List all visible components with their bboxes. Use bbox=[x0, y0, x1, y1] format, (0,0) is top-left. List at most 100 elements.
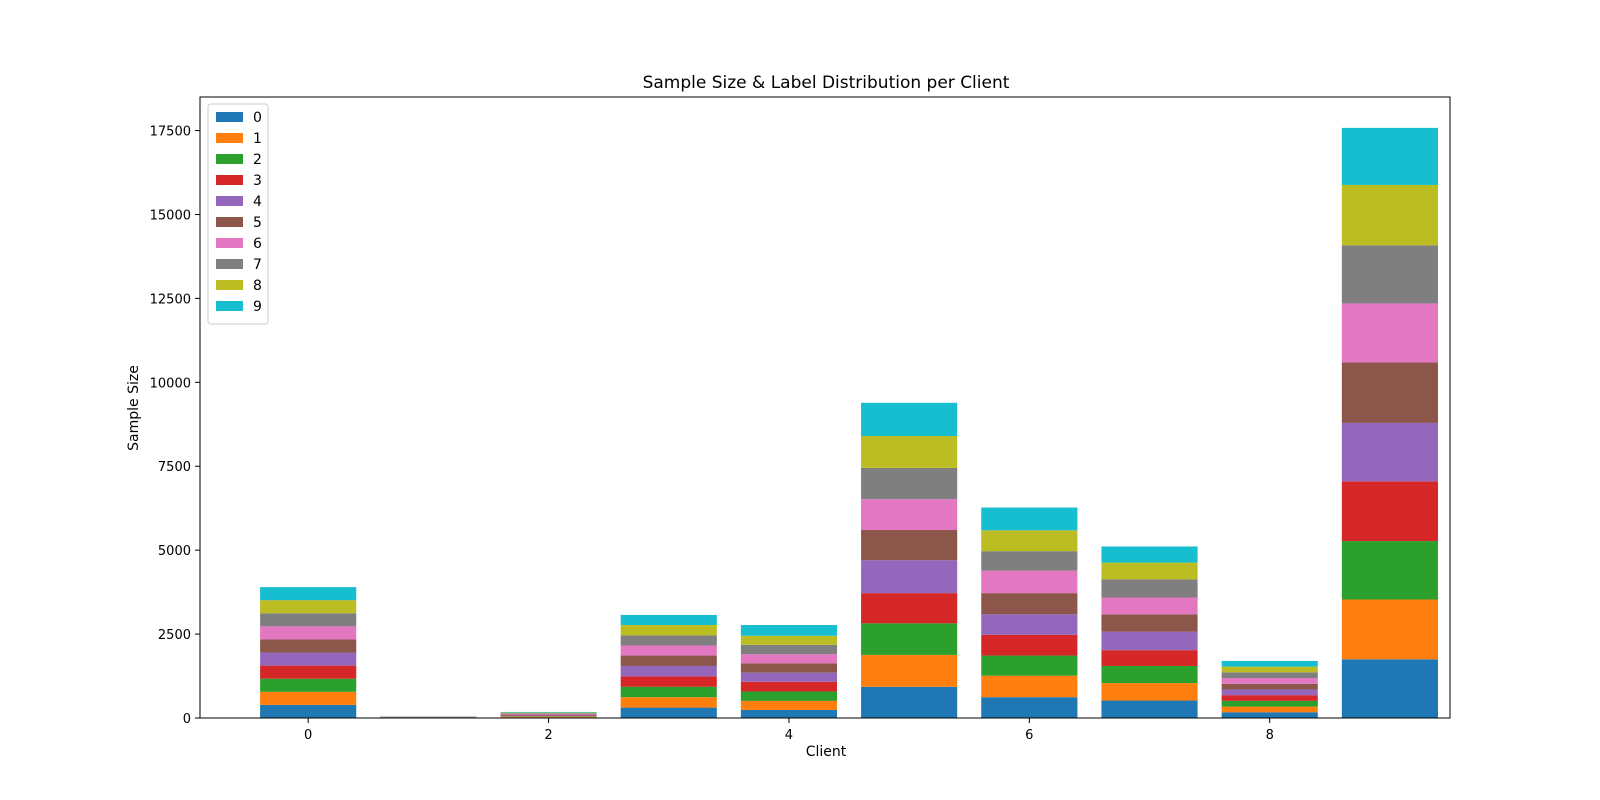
legend-label: 7 bbox=[253, 257, 262, 273]
bar-client-8-label-8 bbox=[1221, 666, 1318, 673]
bar-client-3-label-2 bbox=[620, 686, 717, 698]
legend-label: 1 bbox=[253, 131, 262, 147]
bar-client-9-label-3 bbox=[1341, 481, 1438, 542]
bar-client-5-label-3 bbox=[861, 593, 958, 624]
bar-client-8-label-4 bbox=[1221, 689, 1318, 696]
bar-client-3-label-0 bbox=[620, 707, 717, 718]
bar-client-5-label-2 bbox=[861, 623, 958, 655]
legend-label: 5 bbox=[253, 215, 262, 231]
y-axis-label: Sample Size bbox=[126, 365, 142, 451]
bar-client-5-label-5 bbox=[861, 530, 958, 561]
bar-client-6-label-9 bbox=[981, 507, 1078, 531]
legend-label: 6 bbox=[253, 236, 262, 252]
bar-client-7-label-3 bbox=[1101, 650, 1198, 666]
bar-client-5-label-0 bbox=[861, 686, 958, 718]
bar-client-4-label-6 bbox=[740, 654, 838, 664]
bar-client-9-label-6 bbox=[1341, 303, 1438, 363]
bar-client-7-label-2 bbox=[1101, 665, 1198, 684]
legend-label: 9 bbox=[253, 299, 262, 315]
legend-swatch bbox=[216, 112, 243, 122]
bar-client-2-label-2 bbox=[500, 716, 597, 717]
bar-client-7-label-4 bbox=[1101, 631, 1198, 651]
bar-client-0-label-7 bbox=[260, 613, 357, 627]
bar-client-0-label-0 bbox=[260, 704, 357, 718]
bar-client-2-label-5 bbox=[500, 714, 597, 715]
bar-client-7-label-0 bbox=[1101, 700, 1198, 718]
bar-client-9-label-2 bbox=[1341, 541, 1438, 600]
bar-client-0-label-6 bbox=[260, 626, 357, 640]
legend-label: 3 bbox=[253, 173, 262, 189]
legend-label: 2 bbox=[253, 152, 262, 168]
bar-client-8-label-5 bbox=[1221, 683, 1318, 690]
x-tick-label: 6 bbox=[1025, 728, 1033, 743]
legend-swatch bbox=[216, 133, 243, 143]
bars-group bbox=[260, 127, 1438, 718]
bar-client-5-label-8 bbox=[861, 436, 958, 468]
x-tick-label: 8 bbox=[1266, 728, 1274, 743]
bar-client-2-label-1 bbox=[500, 716, 597, 718]
y-tick-label: 10000 bbox=[150, 376, 191, 391]
bar-client-0-label-4 bbox=[260, 652, 357, 666]
bar-client-9-label-1 bbox=[1341, 599, 1438, 660]
bar-client-3-label-4 bbox=[620, 665, 717, 677]
bar-client-3-label-8 bbox=[620, 625, 717, 636]
y-tick-label: 15000 bbox=[150, 208, 191, 223]
bar-client-6-label-7 bbox=[981, 551, 1078, 571]
bar-client-3-label-3 bbox=[620, 676, 717, 687]
x-tick-label: 2 bbox=[544, 728, 552, 743]
bar-client-6-label-6 bbox=[981, 570, 1078, 594]
bar-client-7-label-7 bbox=[1101, 579, 1198, 598]
bar-client-7-label-9 bbox=[1101, 546, 1198, 563]
bar-client-6-label-2 bbox=[981, 655, 1078, 676]
bar-client-8-label-7 bbox=[1221, 672, 1318, 679]
bar-client-2-label-6 bbox=[500, 713, 597, 715]
y-tick-label: 2500 bbox=[158, 628, 191, 643]
bar-client-9-label-4 bbox=[1341, 422, 1438, 482]
y-tick-label: 0 bbox=[183, 712, 191, 727]
plot-frame bbox=[199, 96, 1451, 719]
legend-swatch bbox=[216, 280, 243, 290]
bar-client-7-label-1 bbox=[1101, 683, 1198, 701]
bar-client-9-label-7 bbox=[1341, 245, 1438, 304]
bar-client-9-label-9 bbox=[1341, 127, 1438, 185]
bar-client-8-label-9 bbox=[1221, 660, 1318, 667]
x-tick-label: 0 bbox=[304, 728, 312, 743]
bar-client-4-label-7 bbox=[740, 644, 838, 655]
y-tick-label: 7500 bbox=[158, 460, 191, 475]
bar-client-7-label-6 bbox=[1101, 597, 1198, 615]
y-tick-label: 12500 bbox=[150, 292, 191, 307]
bar-client-6-label-3 bbox=[981, 634, 1078, 656]
bar-client-9-label-0 bbox=[1341, 659, 1438, 718]
bar-client-0-label-5 bbox=[260, 639, 357, 653]
bar-client-4-label-8 bbox=[740, 635, 838, 645]
bar-client-0-label-9 bbox=[260, 587, 357, 601]
bar-client-8-label-1 bbox=[1221, 706, 1318, 713]
legend-swatch bbox=[216, 217, 243, 227]
legend-swatch bbox=[216, 196, 243, 206]
bar-client-3-label-5 bbox=[620, 655, 717, 666]
legend-swatch bbox=[216, 259, 243, 269]
bar-client-3-label-6 bbox=[620, 645, 717, 656]
chart-title: Sample Size & Label Distribution per Cli… bbox=[643, 73, 1010, 93]
bar-client-6-label-0 bbox=[981, 697, 1078, 718]
bar-client-5-label-1 bbox=[861, 654, 958, 687]
bar-client-0-label-3 bbox=[260, 665, 357, 679]
bar-client-8-label-3 bbox=[1221, 695, 1318, 701]
bar-client-6-label-4 bbox=[981, 614, 1078, 635]
bar-client-2-label-8 bbox=[500, 712, 597, 714]
x-axis-label: Client bbox=[806, 744, 847, 760]
bar-client-2-label-4 bbox=[500, 714, 597, 716]
bar-client-8-label-6 bbox=[1221, 678, 1318, 684]
legend-swatch bbox=[216, 301, 243, 311]
bar-client-3-label-1 bbox=[620, 697, 717, 708]
bar-client-6-label-8 bbox=[981, 530, 1078, 552]
bar-client-9-label-5 bbox=[1341, 362, 1438, 423]
legend: 0 1 2 3 4 5 6 7 8 9 bbox=[207, 103, 269, 325]
bar-client-7-label-8 bbox=[1101, 562, 1198, 580]
bar-client-0-label-2 bbox=[260, 678, 357, 692]
bar-client-5-label-7 bbox=[861, 467, 958, 500]
bar-client-0-label-8 bbox=[260, 600, 357, 614]
bar-client-4-label-3 bbox=[740, 681, 838, 692]
bar-client-2-label-3 bbox=[500, 715, 597, 717]
